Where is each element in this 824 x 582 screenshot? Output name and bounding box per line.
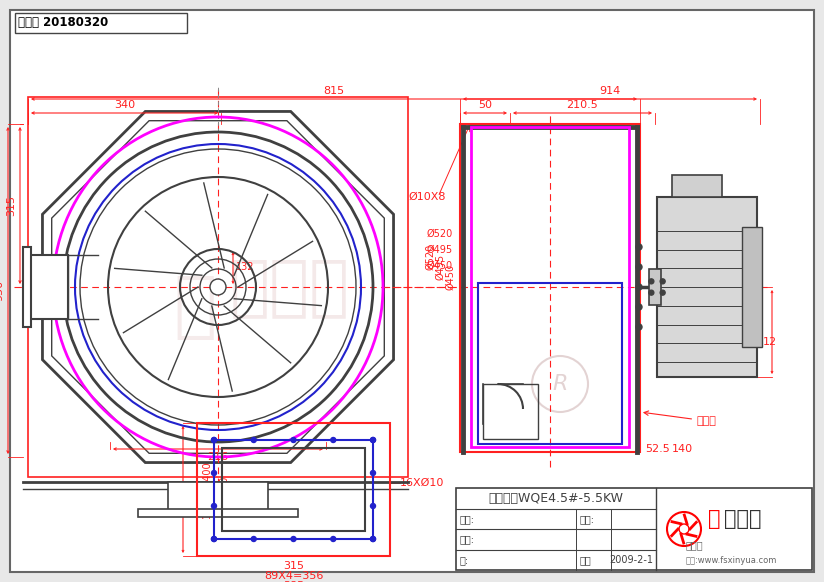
Circle shape [636, 304, 642, 310]
Text: Ø520: Ø520 [425, 244, 435, 270]
Text: 914: 914 [599, 86, 620, 96]
Bar [23, 247, 31, 327]
Circle shape [212, 438, 217, 442]
Text: 峰: 峰 [173, 272, 217, 342]
Bar [649, 269, 661, 305]
Text: 210.5: 210.5 [567, 100, 598, 110]
Text: 950: 950 [0, 280, 4, 301]
Text: 815: 815 [324, 86, 344, 96]
Circle shape [212, 537, 217, 541]
Circle shape [371, 438, 376, 442]
Circle shape [291, 537, 296, 541]
Circle shape [212, 470, 217, 475]
Bar [456, 488, 812, 570]
Circle shape [660, 290, 665, 295]
Circle shape [636, 324, 642, 330]
Bar [478, 283, 622, 444]
Circle shape [330, 537, 335, 541]
Text: 50: 50 [478, 100, 492, 110]
Text: 132: 132 [236, 262, 255, 272]
Text: Ø495: Ø495 [435, 254, 445, 280]
Text: Ø495: Ø495 [427, 245, 453, 255]
Bar [168, 482, 268, 512]
Text: 360: 360 [219, 475, 229, 494]
Text: Ø520: Ø520 [427, 229, 453, 239]
Text: 制图:: 制图: [460, 514, 475, 524]
Circle shape [291, 438, 296, 442]
Bar [672, 175, 722, 197]
Text: 315: 315 [283, 561, 304, 571]
Text: 新: 新 [708, 509, 720, 529]
Text: 审核:: 审核: [460, 534, 475, 544]
Circle shape [371, 438, 376, 442]
Circle shape [648, 290, 653, 295]
Text: 新峰运: 新峰运 [230, 254, 350, 320]
Text: 日期: 日期 [580, 555, 592, 565]
Text: 140: 140 [672, 444, 693, 454]
Bar [657, 197, 757, 377]
Circle shape [371, 537, 376, 541]
Circle shape [636, 284, 642, 290]
Text: 16XØ10: 16XØ10 [400, 478, 444, 488]
Text: 网址:www.fsxinyua.com: 网址:www.fsxinyua.com [686, 556, 777, 565]
Circle shape [660, 279, 665, 284]
Text: 430: 430 [170, 480, 180, 499]
Text: 12: 12 [763, 337, 777, 347]
Bar [28, 255, 68, 319]
Text: 保温风朼WQE4.5#-5.5KW: 保温风朼WQE4.5#-5.5KW [489, 492, 624, 505]
Circle shape [648, 279, 653, 284]
Text: 批:: 批: [460, 555, 469, 565]
Circle shape [251, 537, 256, 541]
Circle shape [212, 537, 217, 541]
Text: 工艺:: 工艺: [580, 514, 595, 524]
Circle shape [636, 264, 642, 270]
Circle shape [212, 503, 217, 509]
Circle shape [212, 438, 217, 442]
Bar [460, 124, 640, 452]
Text: 100X4=400: 100X4=400 [202, 461, 212, 519]
Text: 216: 216 [208, 452, 228, 462]
Bar [197, 423, 390, 556]
Text: 遥号： 20180320: 遥号： 20180320 [18, 16, 108, 30]
Bar [222, 448, 365, 531]
Circle shape [679, 524, 689, 534]
Text: 340: 340 [114, 100, 135, 110]
Bar [214, 440, 373, 539]
Text: 新峰运: 新峰运 [686, 541, 704, 551]
Circle shape [371, 470, 376, 475]
Bar [15, 13, 187, 33]
Bar [28, 97, 408, 477]
Text: Ø450: Ø450 [427, 261, 453, 271]
Text: 运风朼: 运风朼 [724, 509, 761, 529]
Bar [138, 509, 298, 517]
Text: 315: 315 [6, 195, 16, 216]
Text: 89X4=356: 89X4=356 [264, 571, 323, 581]
Text: 2009-2-1: 2009-2-1 [609, 555, 653, 565]
Circle shape [330, 438, 335, 442]
Text: 385: 385 [283, 581, 304, 582]
Circle shape [636, 244, 642, 250]
Circle shape [371, 537, 376, 541]
Circle shape [210, 279, 226, 295]
Bar [471, 127, 629, 447]
Text: 保温层: 保温层 [644, 411, 717, 426]
Text: 52.5: 52.5 [645, 444, 670, 454]
Bar [742, 227, 762, 347]
Circle shape [371, 503, 376, 509]
Text: R: R [552, 374, 568, 394]
Text: Ø450: Ø450 [445, 264, 455, 290]
Circle shape [667, 512, 701, 546]
Bar [483, 384, 538, 439]
Text: Ø10X8: Ø10X8 [408, 192, 446, 202]
Circle shape [251, 438, 256, 442]
